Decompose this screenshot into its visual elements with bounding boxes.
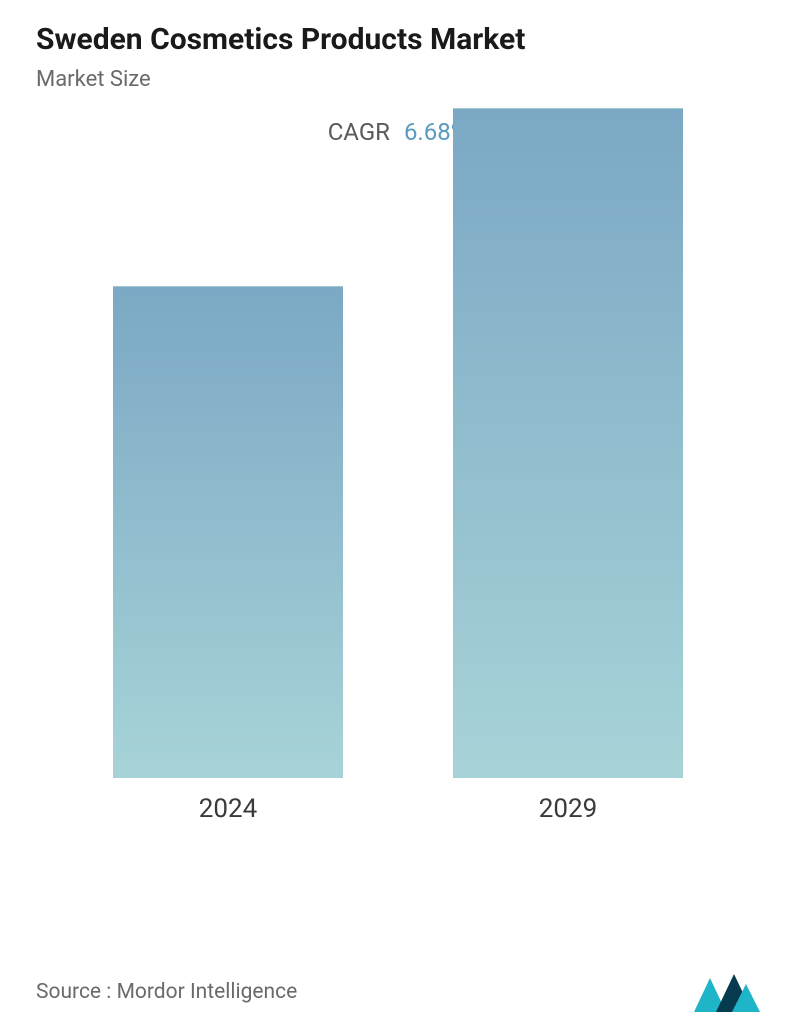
chart-title: Sweden Cosmetics Products Market <box>36 22 760 57</box>
chart-subtitle: Market Size <box>36 67 760 92</box>
brand-logo <box>694 972 760 1012</box>
source-text: Source : Mordor Intelligence <box>36 980 297 1004</box>
brand-logo-icon <box>694 972 760 1012</box>
chart-footer: Source : Mordor Intelligence <box>36 972 760 1012</box>
chart-container: Sweden Cosmetics Products Market Market … <box>0 0 796 1034</box>
bar-label-0: 2024 <box>199 794 257 824</box>
bar-label-1: 2029 <box>539 794 597 824</box>
cagr-label: CAGR <box>328 118 390 146</box>
bar-1 <box>453 108 683 778</box>
chart-area: 2024 2029 <box>36 158 760 878</box>
bar-group-1: 2029 <box>453 108 683 824</box>
bar-0 <box>113 286 343 778</box>
bar-group-0: 2024 <box>113 286 343 824</box>
